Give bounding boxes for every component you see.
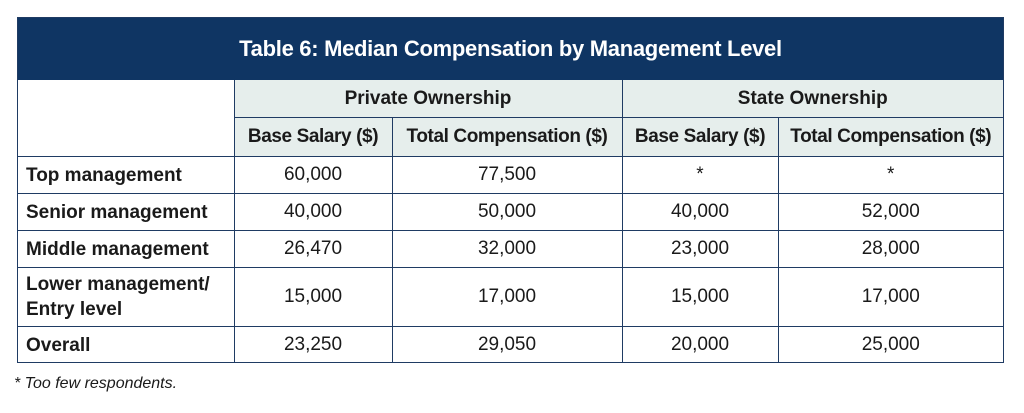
compensation-table: Table 6: Median Compensation by Manageme… bbox=[17, 17, 1004, 363]
table-cell: 17,000 bbox=[391, 267, 623, 327]
row-label: Senior management bbox=[18, 193, 235, 231]
row-label-line: Middle management bbox=[26, 238, 209, 260]
table-cell: 23,000 bbox=[621, 230, 779, 268]
row-label-line: Overall bbox=[26, 334, 91, 356]
table-cell: 17,000 bbox=[777, 267, 1003, 327]
column-header: Total Compensation ($) bbox=[391, 117, 623, 157]
table-row: Overall 23,250 29,050 20,000 25,000 bbox=[18, 326, 1003, 362]
table-cell: 28,000 bbox=[777, 230, 1003, 268]
table-cell: 40,000 bbox=[621, 193, 779, 231]
table-cell: 40,000 bbox=[233, 193, 393, 231]
row-label-line: Top management bbox=[26, 164, 182, 186]
row-label: Middle management bbox=[18, 230, 235, 268]
table-cell: 60,000 bbox=[233, 156, 393, 194]
row-label-line: Entry level bbox=[26, 299, 123, 320]
table-title: Table 6: Median Compensation by Manageme… bbox=[18, 18, 1003, 80]
table-row: Lower management/Entry level 15,000 17,0… bbox=[18, 267, 1003, 327]
table-cell: 32,000 bbox=[391, 230, 623, 268]
table-cell: 15,000 bbox=[233, 267, 393, 327]
row-label-line: Senior management bbox=[26, 201, 208, 223]
data-grid: Private Ownership State Ownership Base S… bbox=[18, 80, 1003, 362]
table-cell: 77,500 bbox=[391, 156, 623, 194]
table-cell: 25,000 bbox=[777, 326, 1003, 362]
row-label-header bbox=[18, 80, 235, 157]
row-label-line: Lower management/ bbox=[26, 274, 210, 295]
group-header-private: Private Ownership bbox=[233, 80, 623, 118]
column-header: Total Compensation ($) bbox=[777, 117, 1003, 157]
table-cell: 15,000 bbox=[621, 267, 779, 327]
table-cell: 26,470 bbox=[233, 230, 393, 268]
table-cell: 29,050 bbox=[391, 326, 623, 362]
row-label: Top management bbox=[18, 156, 235, 194]
table-cell: 20,000 bbox=[621, 326, 779, 362]
table-row: Middle management 26,470 32,000 23,000 2… bbox=[18, 230, 1003, 268]
row-label: Overall bbox=[18, 326, 235, 362]
table-row: Senior management 40,000 50,000 40,000 5… bbox=[18, 193, 1003, 231]
column-header: Base Salary ($) bbox=[234, 117, 393, 157]
footnote: * Too few respondents. bbox=[14, 375, 178, 392]
table-cell: 52,000 bbox=[777, 193, 1003, 231]
table-row: Top management 60,000 77,500 * * bbox=[18, 156, 1003, 194]
table-cell: * bbox=[777, 156, 1003, 194]
column-header: Base Salary ($) bbox=[621, 117, 779, 157]
table-cell: * bbox=[621, 156, 779, 194]
table-cell: 50,000 bbox=[391, 193, 623, 231]
table-cell: 23,250 bbox=[233, 326, 393, 362]
group-header-row: Private Ownership State Ownership bbox=[18, 80, 1003, 157]
row-label: Lower management/Entry level bbox=[18, 267, 235, 327]
group-header-state: State Ownership bbox=[621, 80, 1003, 118]
